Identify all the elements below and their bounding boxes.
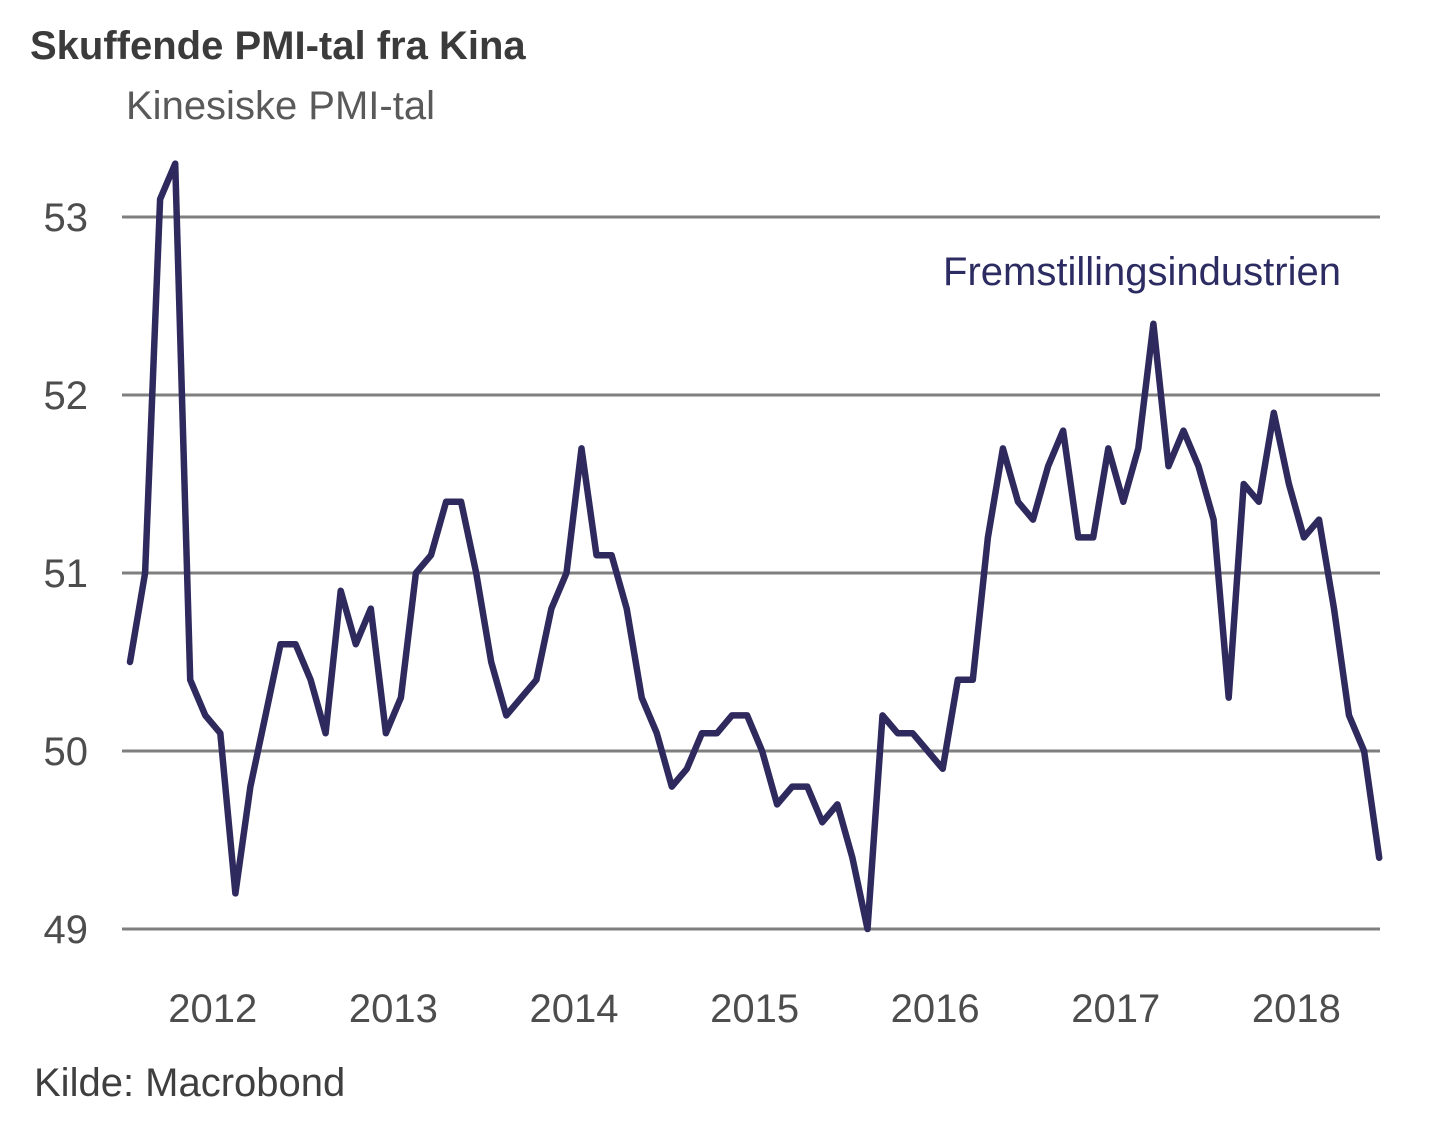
pmi-line-series [126,160,1383,933]
x-axis-labels: 2012 2013 2014 2015 2016 2017 2018 [168,987,1341,1031]
x-axis-tick-label: 2014 [529,987,618,1031]
x-axis-tick-label: 2012 [168,987,257,1031]
gridlines [122,215,1380,931]
x-axis-tick-label: 2015 [710,987,799,1031]
x-axis-tick-label: 2013 [349,987,438,1031]
x-axis-tick-label: 2016 [891,987,980,1031]
y-axis-tick-label: 49 [44,908,89,952]
chart-subtitle: Kinesiske PMI-tal [126,84,435,128]
y-axis-tick-label: 51 [44,552,89,596]
x-axis-tick-label: 2017 [1071,987,1160,1031]
y-axis-tick-label: 52 [44,374,89,418]
y-axis-tick-label: 50 [44,730,89,774]
source-label: Kilde: Macrobond [34,1061,346,1105]
series-label: Fremstillingsindustrien [943,250,1341,294]
y-axis-labels: 49 50 51 52 53 [44,196,89,952]
x-axis-tick-label: 2018 [1252,987,1341,1031]
chart-title: Skuffende PMI-tal fra Kina [30,24,526,68]
y-axis-tick-label: 53 [44,196,89,240]
